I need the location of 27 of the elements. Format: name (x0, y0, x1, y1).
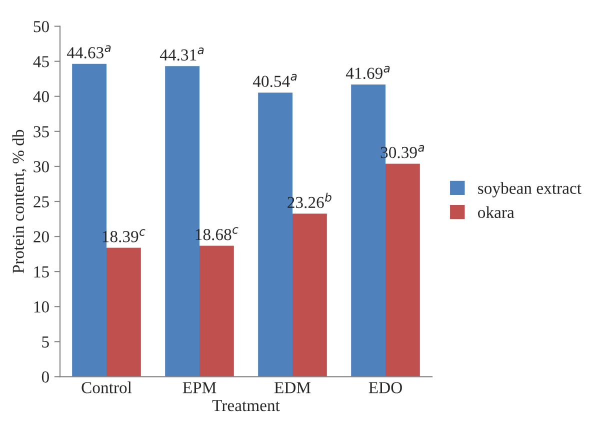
x-tick-label: EDO (368, 382, 402, 394)
x-tick-label: EPM (182, 382, 216, 394)
y-tick-label: 30 (34, 161, 49, 172)
bar (106, 248, 141, 377)
y-tick-label: 45 (33, 56, 49, 68)
data-label: 40.54$^{a}$ (252, 74, 297, 88)
bar (386, 164, 420, 377)
y-axis-title: Protein content, % db (12, 130, 26, 274)
bar (292, 214, 327, 377)
y-tick-label: 5 (42, 336, 49, 348)
data-label: 44.31$^{a}$ (160, 48, 204, 61)
legend-label: okara (478, 206, 514, 218)
y-tick-label: 50 (34, 20, 49, 32)
y-tick-label: 25 (34, 196, 49, 208)
x-tick-label: EDM (274, 382, 311, 394)
x-tick-label: Control (82, 382, 132, 394)
bar (200, 246, 234, 377)
data-label: 44.63$^{a}$ (66, 45, 111, 58)
y-tick-label: 35 (34, 126, 49, 138)
y-tick-label: 20 (34, 231, 49, 242)
y-tick-label: 10 (34, 301, 49, 313)
x-axis-title: Treatment (212, 400, 280, 412)
legend-label: soybean extract (478, 182, 582, 198)
y-tick-label: 15 (34, 266, 49, 278)
y-tick-label: 40 (33, 91, 49, 102)
data-label: 41.69$^{a}$ (346, 66, 390, 80)
y-tick-label: 0 (42, 371, 49, 383)
